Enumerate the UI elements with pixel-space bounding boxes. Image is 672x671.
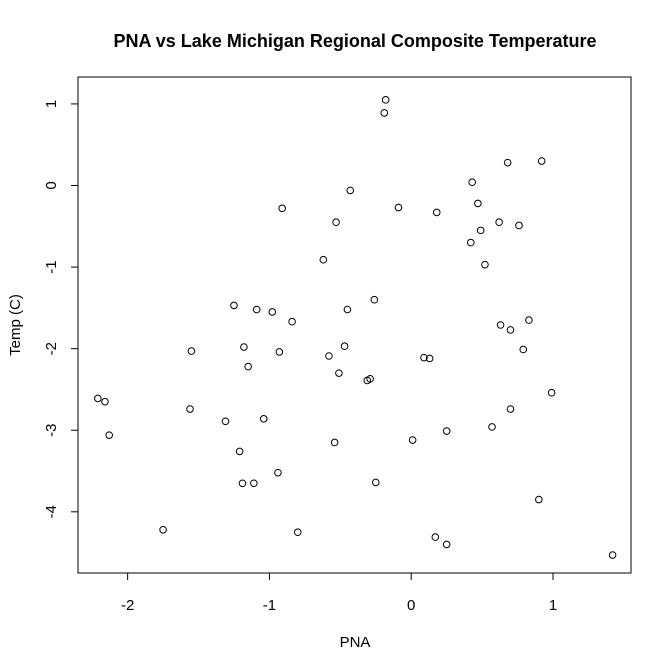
- data-point: [186, 405, 194, 413]
- data-point: [238, 479, 247, 488]
- x-tick-label: 0: [407, 597, 415, 614]
- data-point: [432, 208, 441, 217]
- data-point: [476, 226, 485, 235]
- data-point: [235, 447, 244, 456]
- data-point: [332, 218, 340, 227]
- data-point: [474, 199, 482, 208]
- data-point: [274, 468, 282, 477]
- x-axis: -2 -1 0 1: [121, 572, 557, 614]
- data-point: [380, 109, 389, 117]
- data-point: [259, 415, 268, 423]
- data-point: [230, 301, 238, 310]
- data-point: [278, 204, 286, 213]
- y-tick-label: 1: [43, 100, 60, 108]
- data-point: [330, 438, 339, 447]
- data-point: [537, 157, 546, 165]
- data-points: [94, 96, 617, 559]
- plot-frame: [77, 76, 632, 574]
- data-point: [159, 525, 167, 534]
- y-tick-label: -3: [43, 424, 60, 437]
- x-tick-label: 1: [549, 597, 557, 614]
- x-tick-label: -2: [121, 597, 134, 614]
- data-point: [252, 305, 261, 314]
- x-tick-label: -1: [263, 597, 276, 614]
- data-point: [363, 376, 372, 385]
- data-point: [608, 551, 617, 559]
- data-point: [319, 255, 328, 264]
- y-tick-label: -2: [43, 342, 60, 355]
- data-point: [431, 533, 440, 541]
- data-point: [240, 343, 248, 351]
- data-point: [420, 353, 428, 362]
- data-point: [495, 218, 503, 227]
- data-point: [105, 431, 113, 439]
- data-point: [408, 436, 417, 444]
- data-point: [496, 321, 505, 329]
- data-point: [288, 317, 296, 326]
- data-point: [381, 96, 390, 104]
- data-point: [268, 308, 277, 316]
- y-axis: 1 0 -1 -2 -3 -4: [43, 100, 79, 518]
- data-point: [547, 388, 556, 397]
- data-point: [221, 417, 230, 426]
- data-point: [488, 423, 496, 431]
- data-point: [442, 427, 451, 435]
- data-point: [525, 316, 533, 324]
- data-point: [244, 362, 252, 371]
- data-point: [187, 347, 196, 355]
- y-tick-label: 0: [43, 181, 60, 189]
- data-point: [370, 295, 379, 304]
- data-point: [275, 348, 284, 356]
- data-point: [343, 305, 352, 314]
- x-axis-label: PNA: [340, 634, 371, 651]
- data-point: [506, 326, 515, 334]
- data-point: [325, 352, 333, 360]
- data-point: [442, 540, 451, 549]
- data-point: [506, 405, 515, 413]
- y-tick-label: -4: [43, 505, 60, 518]
- data-point: [335, 369, 343, 377]
- data-point: [101, 397, 109, 406]
- data-point: [468, 178, 476, 187]
- y-axis-label: Temp (C): [7, 294, 24, 356]
- data-point: [535, 495, 543, 504]
- data-point: [371, 478, 380, 487]
- data-point: [394, 203, 403, 212]
- data-point: [293, 528, 302, 537]
- data-point: [425, 354, 434, 363]
- y-tick-label: -1: [43, 260, 60, 273]
- data-point: [466, 238, 475, 247]
- data-point: [250, 479, 258, 488]
- data-point: [519, 345, 528, 354]
- data-point: [503, 158, 512, 167]
- data-point: [340, 342, 349, 351]
- data-point: [346, 186, 355, 195]
- data-point: [481, 260, 489, 269]
- chart-title: PNA vs Lake Michigan Regional Composite …: [113, 31, 596, 51]
- data-point: [94, 394, 102, 403]
- data-point: [515, 221, 523, 230]
